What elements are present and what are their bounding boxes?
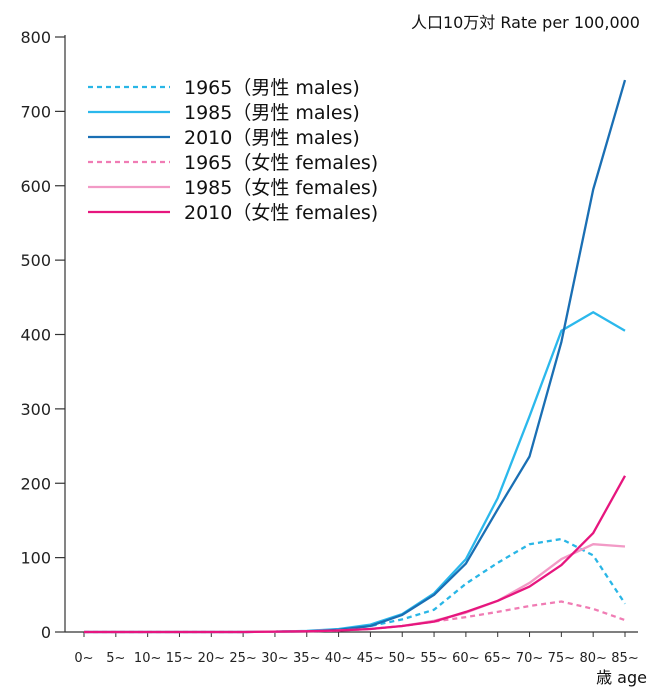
x-tick-label: 15~ — [166, 651, 193, 666]
x-tick-label: 35~ — [293, 651, 320, 666]
y-tick-label: 400 — [20, 326, 51, 345]
y-tick-label: 600 — [20, 177, 51, 196]
legend-label-3: 2010（男性 males) — [184, 127, 360, 149]
x-tick-label: 85~ — [611, 651, 638, 666]
x-tick-label: 65~ — [484, 651, 511, 666]
x-tick-label: 80~ — [579, 651, 606, 666]
y-tick-label: 700 — [20, 102, 51, 121]
axes: 0 100 200 300 400 500 600 700 800 0~ 5~ 10~ 15~ 20~ 25… — [20, 28, 638, 666]
series-line-1 — [84, 537, 626, 634]
x-tick-label: 45~ — [357, 651, 384, 666]
legend-label-4: 1965（女性 females) — [184, 152, 378, 174]
x-tick-label: 50~ — [389, 651, 416, 666]
y-tick-label: 500 — [20, 251, 51, 270]
x-tick-label: 25~ — [229, 651, 256, 666]
series-line-6 — [84, 475, 627, 634]
y-tick-label: 300 — [20, 400, 51, 419]
x-axis-label: 歳 age — [596, 668, 647, 687]
x-tick-label: 40~ — [325, 651, 352, 666]
x-tick-label: 5~ — [106, 651, 125, 666]
x-tick-label: 0~ — [74, 651, 93, 666]
x-tick-label: 60~ — [452, 651, 479, 666]
x-tick-label: 30~ — [261, 651, 288, 666]
x-tick-label: 75~ — [548, 651, 575, 666]
series-line-5 — [84, 543, 626, 634]
y-tick-label: 100 — [20, 549, 51, 568]
x-tick-label: 70~ — [516, 651, 543, 666]
legend-label-6: 2010（女性 females) — [184, 202, 378, 224]
legend-label-1: 1965（男性 males) — [184, 77, 360, 99]
y-tick-label: 200 — [20, 474, 51, 493]
legend-label-2: 1985（男性 males) — [184, 102, 360, 124]
x-tick-label: 20~ — [198, 651, 225, 666]
x-tick-label: 55~ — [420, 651, 447, 666]
legend-label-5: 1985（女性 females) — [184, 177, 378, 199]
series-lines — [84, 79, 627, 634]
y-axis-unit-label: 人口10万対 Rate per 100,000 — [411, 13, 640, 32]
y-tick-label: 0 — [41, 623, 51, 642]
legend: 1965（男性 males) 1985（男性 males) 2010（男性 male… — [88, 77, 378, 224]
y-tick-label: 800 — [20, 28, 51, 47]
series-line-2 — [84, 311, 626, 634]
x-tick-label: 10~ — [134, 651, 161, 666]
